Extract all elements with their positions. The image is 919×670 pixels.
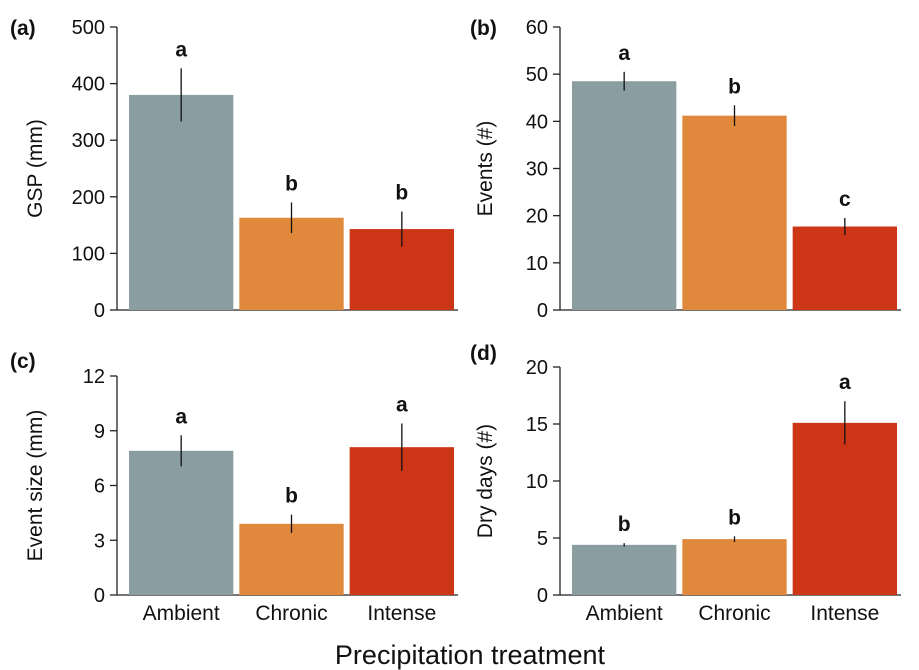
y-tick-label: 0 xyxy=(537,585,548,607)
y-axis-title: Events (#) xyxy=(474,121,497,217)
panel-a: (a) 0 100 200 300 400 500 GSP (mm) a b b xyxy=(10,17,458,322)
y-tick-label: 20 xyxy=(526,357,548,379)
significance-letter: a xyxy=(175,38,187,61)
significance-letter: b xyxy=(618,513,631,536)
bar-ambient xyxy=(129,94,234,310)
bar-chronic xyxy=(239,523,344,595)
y-tick-label: 60 xyxy=(526,17,548,39)
panel-d: (d) 0 5 10 15 20 Dry days (#) b Ambient b Chronic a… xyxy=(470,342,901,625)
bar-ambient xyxy=(572,81,677,310)
y-axis-title: Dry days (#) xyxy=(474,424,497,538)
panel-label: (d) xyxy=(470,342,497,365)
significance-letter: c xyxy=(839,188,851,211)
y-tick-label: 300 xyxy=(72,130,105,152)
y-axis-title: GSP (mm) xyxy=(24,119,47,218)
bar-chronic xyxy=(682,539,787,595)
y-tick-label: 0 xyxy=(94,585,105,607)
significance-letter: a xyxy=(618,42,630,65)
significance-letter: b xyxy=(728,75,741,98)
y-tick-label: 10 xyxy=(526,471,548,493)
y-tick-label: 12 xyxy=(83,366,105,388)
y-tick-label: 400 xyxy=(72,74,105,96)
y-tick-label: 0 xyxy=(94,300,105,322)
x-axis-title: Precipitation treatment xyxy=(335,640,606,670)
panel-label: (a) xyxy=(10,17,36,40)
y-tick-label: 200 xyxy=(72,187,105,209)
x-tick-label: Ambient xyxy=(586,602,663,625)
significance-letter: b xyxy=(728,506,741,529)
y-tick-label: 100 xyxy=(72,243,105,265)
y-tick-label: 500 xyxy=(72,17,105,39)
y-tick-label: 40 xyxy=(526,111,548,133)
bar-chronic xyxy=(682,115,787,310)
y-tick-label: 20 xyxy=(526,206,548,228)
bar-intense xyxy=(792,226,897,310)
x-tick-label: Ambient xyxy=(143,602,220,625)
significance-letter: a xyxy=(839,371,851,394)
significance-letter: b xyxy=(285,172,298,195)
significance-letter: b xyxy=(395,182,408,205)
y-tick-label: 3 xyxy=(94,530,105,552)
bar-intense xyxy=(792,422,897,595)
panel-label: (b) xyxy=(470,17,497,40)
y-tick-label: 15 xyxy=(526,414,548,436)
bar-intense xyxy=(349,447,454,595)
bar-ambient xyxy=(129,450,234,595)
y-tick-label: 6 xyxy=(94,476,105,498)
significance-letter: b xyxy=(285,485,298,508)
y-axis-title: Event size (mm) xyxy=(24,410,47,562)
x-tick-label: Intense xyxy=(367,602,436,625)
y-tick-label: 5 xyxy=(537,528,548,550)
x-tick-label: Chronic xyxy=(698,602,770,625)
y-tick-label: 10 xyxy=(526,253,548,275)
significance-letter: a xyxy=(175,405,187,428)
x-tick-label: Intense xyxy=(810,602,879,625)
panel-b: (b) 0 10 20 30 40 50 60 Events (#) a b c xyxy=(470,17,901,322)
significance-letter: a xyxy=(396,393,408,416)
panel-label: (c) xyxy=(10,350,36,373)
panel-c: (c) 0 3 6 9 12 Event size (mm) a Ambient b Chronic… xyxy=(10,350,458,625)
bar-chronic xyxy=(239,217,344,310)
bar-ambient xyxy=(572,544,677,595)
x-tick-label: Chronic xyxy=(255,602,327,625)
y-tick-label: 0 xyxy=(537,300,548,322)
y-tick-label: 30 xyxy=(526,159,548,181)
y-tick-label: 50 xyxy=(526,64,548,86)
y-tick-label: 9 xyxy=(94,421,105,443)
